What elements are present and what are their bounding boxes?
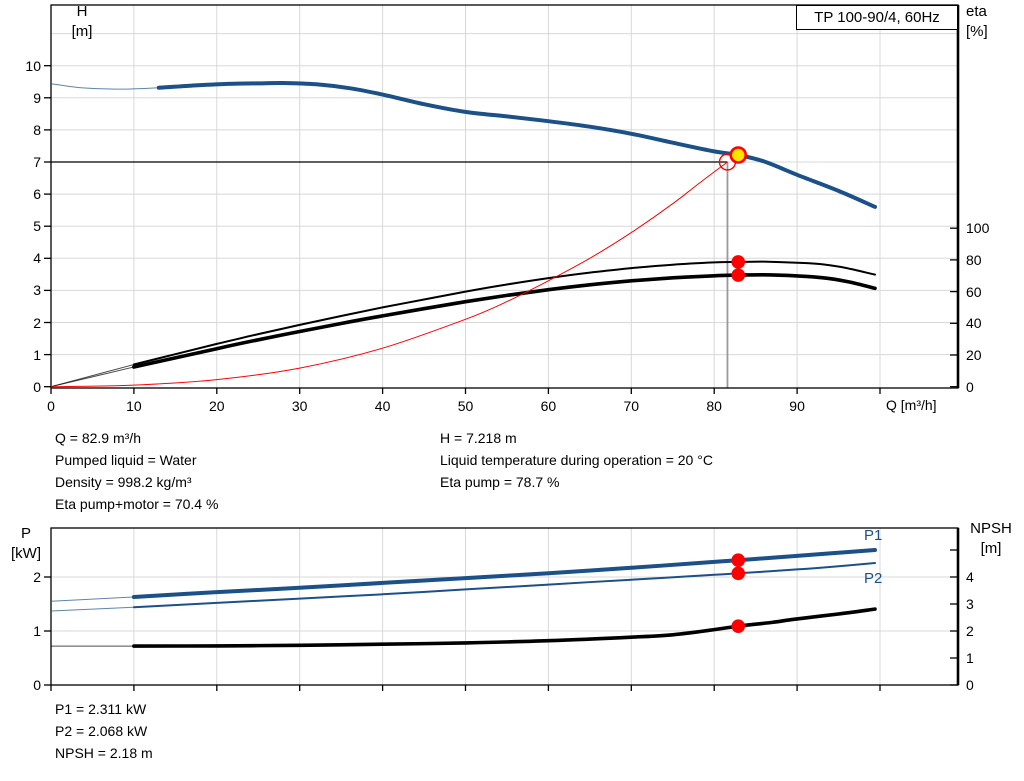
npsh-point: [731, 619, 746, 633]
p2-value-text: P2 = 2.068 kW: [55, 723, 148, 739]
right-axis-tick-label: 40: [966, 315, 982, 332]
left-axis-tick-label: 8: [33, 121, 41, 138]
p2-point: [731, 566, 746, 581]
power-axis-title-unit: [kW]: [11, 545, 41, 562]
right-axis-tick-label: 100: [966, 220, 990, 237]
right-axis-tick-label: 20: [966, 347, 982, 363]
npsh-value-text: NPSH = 2.18 m: [55, 745, 153, 761]
left-axis-tick-label: 4: [33, 250, 41, 267]
left-axis-tick-label: 1: [33, 346, 41, 363]
left-axis-tick-label: 1: [33, 623, 41, 639]
p1-curve-label: P1: [864, 527, 883, 544]
left-axis-tick-label: 2: [33, 569, 41, 585]
left-axis-tick-label: 0: [33, 378, 41, 395]
right-axis-tick-label: 4: [966, 569, 974, 585]
right-axis-tick-label: 60: [966, 283, 982, 300]
x-axis-tick-label: 20: [209, 398, 225, 414]
p1-value-text: P1 = 2.311 kW: [55, 701, 147, 717]
eta-pump-motor-point: [731, 268, 746, 282]
p2-curve: [132, 562, 876, 609]
x-axis-tick-label: 30: [291, 398, 308, 414]
power-data-block: P1 = 2.311 kW P2 = 2.068 kW NPSH = 2.18 …: [55, 698, 153, 764]
npsh-axis-title: NPSH [m]: [962, 519, 1020, 559]
p2-curve-lead-in: [50, 606, 134, 612]
left-axis-tick-label: 2: [33, 314, 41, 331]
eta-axis-title-unit: [%]: [966, 23, 988, 40]
plot-border: [50, 527, 959, 686]
left-axis-tick-label: 10: [25, 57, 41, 74]
left-axis-tick-label: 9: [33, 89, 41, 106]
left-axis-tick-label: 0: [33, 677, 41, 693]
x-axis-tick-label: 10: [126, 398, 142, 414]
head-axis-title-symbol: H: [76, 3, 88, 20]
liquid-temperature-text: Liquid temperature during operation = 20…: [440, 452, 713, 468]
power-axis-title-symbol: P: [20, 525, 31, 542]
left-axis-tick-label: 3: [33, 282, 41, 299]
duty-point-marker[interactable]: [729, 146, 748, 164]
flow-axis-title: Q [m³/h]: [886, 397, 937, 413]
left-axis-tick-label: 7: [33, 154, 41, 170]
right-axis-tick-label: 0: [966, 677, 974, 693]
hq-curve: [156, 80, 877, 209]
eta-pump-text: Eta pump = 78.7 %: [440, 474, 560, 490]
p1-point: [731, 553, 746, 568]
right-axis-tick-label: 1: [966, 650, 974, 666]
npsh-curve: [132, 607, 877, 648]
right-axis-tick-label: 2: [966, 623, 974, 639]
head-axis-title-unit: [m]: [71, 23, 93, 40]
x-axis-tick-label: 40: [374, 398, 391, 414]
pump-model-box: TP 100-90/4, 60Hz: [796, 5, 958, 30]
operating-data-left: Q = 82.9 m³/h Pumped liquid = Water Dens…: [55, 427, 218, 515]
pump-model-label: TP 100-90/4, 60Hz: [814, 9, 940, 26]
right-axis-tick-label: 80: [966, 251, 982, 268]
power-axis-title: P [kW]: [2, 524, 50, 564]
density-text: Density = 998.2 kg/m³: [55, 474, 192, 490]
pumped-liquid-text: Pumped liquid = Water: [55, 452, 197, 468]
npsh-axis-title-unit: [m]: [980, 540, 1002, 557]
operating-data-right: H = 7.218 m Liquid temperature during op…: [440, 427, 713, 493]
flow-value-text: Q = 82.9 m³/h: [55, 430, 141, 446]
left-axis-tick-label: 5: [33, 218, 41, 235]
head-axis-title: H [m]: [58, 2, 106, 42]
eta-axis-title: eta [%]: [966, 2, 1018, 42]
head-value-text: H = 7.218 m: [440, 430, 517, 446]
right-axis-tick-label: 3: [966, 596, 974, 612]
x-axis-tick-label: 80: [706, 398, 722, 414]
system-curve: [50, 161, 728, 388]
x-axis-tick-label: 90: [789, 398, 805, 414]
x-axis-tick-label: 60: [540, 398, 557, 414]
hq-curve-lead-in: [50, 83, 159, 90]
eta-pump-motor-curve: [132, 272, 877, 369]
p2-curve-label: P2: [864, 570, 883, 587]
p1-curve-lead-in: [50, 596, 134, 602]
right-axis-tick-label: 0: [966, 378, 974, 395]
x-axis-tick-label: 0: [47, 398, 55, 414]
eta-pump-motor-text: Eta pump+motor = 70.4 %: [55, 496, 219, 512]
eta-pump-curve: [132, 260, 876, 366]
x-axis-tick-label: 70: [623, 398, 640, 414]
p1-curve: [131, 548, 877, 599]
left-axis-tick-label: 6: [33, 186, 41, 203]
eta-pump-point: [731, 255, 746, 269]
eta-axis-title-symbol: eta: [966, 3, 987, 20]
eta-pump-motor-curve-lead-in: [50, 366, 135, 388]
npsh-axis-title-symbol: NPSH: [970, 520, 1012, 537]
x-axis-tick-label: 50: [457, 398, 474, 414]
plot-border: [50, 4, 959, 389]
